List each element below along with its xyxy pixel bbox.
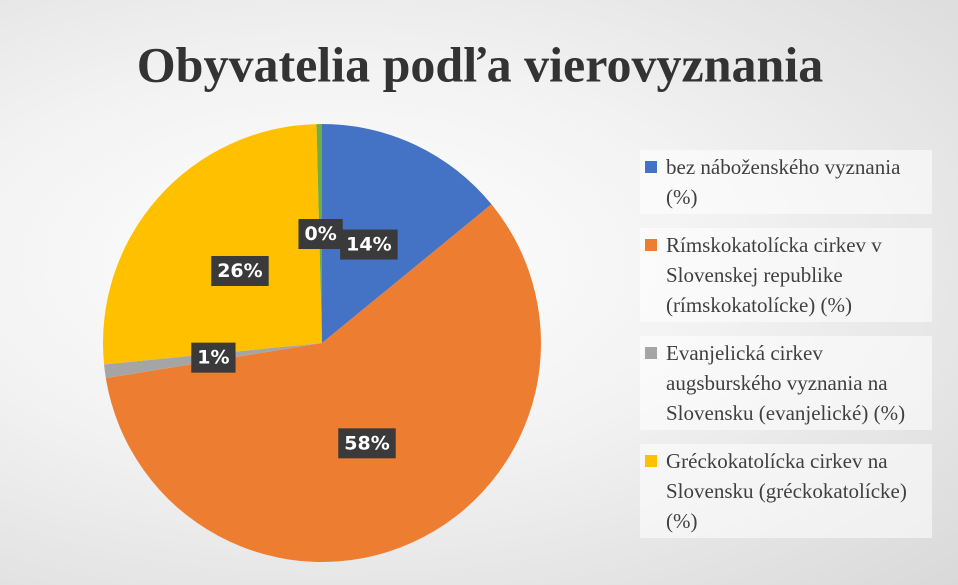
chart-title: Obyvatelia podľa vierovyznania — [137, 36, 823, 92]
pie-slice — [322, 124, 492, 343]
data-label-text: 1% — [197, 347, 229, 369]
data-label: 1% — [191, 342, 236, 373]
data-label-text: 0% — [304, 223, 336, 245]
data-label-box — [338, 428, 396, 459]
legend-swatch — [645, 161, 657, 173]
data-label-text: 14% — [346, 234, 391, 256]
data-label-box — [191, 342, 236, 373]
pie-slice — [103, 124, 322, 365]
data-label: 0% — [298, 219, 343, 250]
data-label-box — [340, 229, 398, 260]
legend-item: Gréckokatolícka cirkev na Slovensku (gré… — [640, 444, 932, 538]
legend-label: bez náboženského vyznania (%) — [666, 155, 901, 209]
data-label-text: 26% — [217, 260, 262, 282]
legend-swatch — [645, 347, 657, 359]
legend-label: Gréckokatolícka cirkev na Slovensku (gré… — [666, 449, 907, 533]
data-label-box — [211, 255, 269, 286]
legend-label: Rímskokatolícka cirkev v Slovenskej repu… — [666, 233, 882, 317]
pie-slice — [105, 204, 542, 562]
legend-label: Evanjelická cirkev augsburského vyznania… — [666, 341, 906, 425]
data-label: 26% — [211, 255, 269, 286]
legend-swatch — [645, 239, 657, 251]
data-label-text: 58% — [344, 432, 389, 454]
data-label: 58% — [338, 428, 396, 459]
legend: bez náboženského vyznania (%) Rímskokatol… — [640, 150, 940, 552]
legend-item: Rímskokatolícka cirkev v Slovenskej repu… — [640, 228, 932, 322]
data-label: 14% — [340, 229, 398, 260]
legend-swatch — [645, 455, 657, 467]
legend-item: Evanjelická cirkev augsburského vyznania… — [640, 336, 932, 430]
data-label-box — [298, 219, 343, 250]
legend-item: bez náboženského vyznania (%) — [640, 150, 932, 214]
